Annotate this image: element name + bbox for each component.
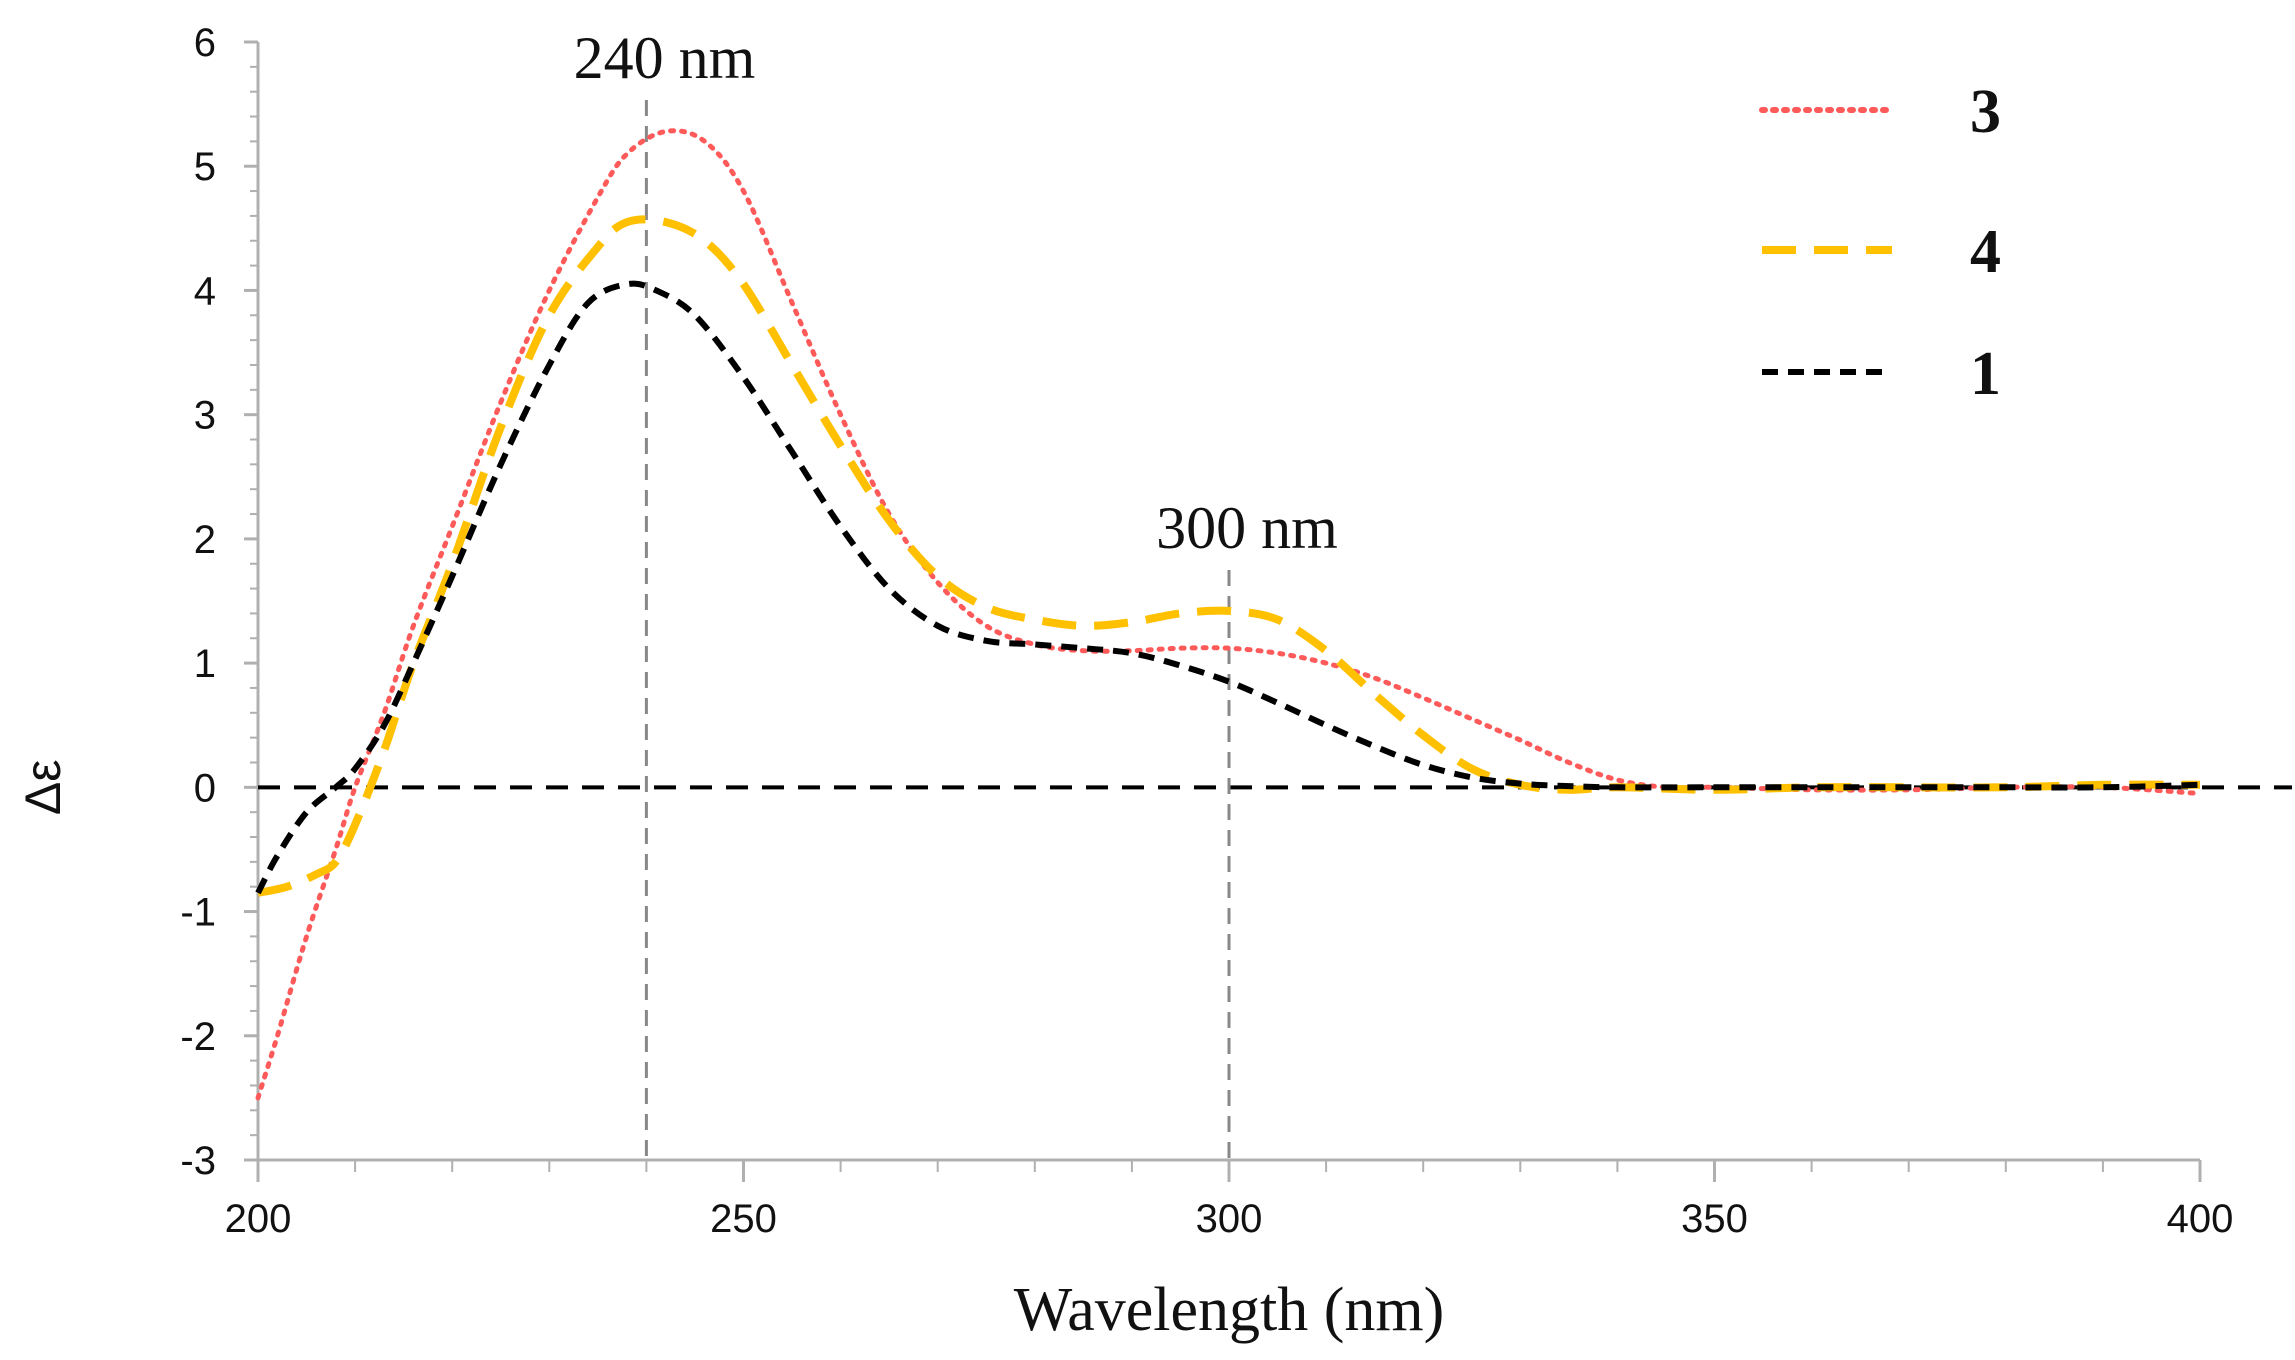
y-tick-label: 2: [194, 518, 216, 562]
legend-label-4: 4: [1970, 218, 2001, 286]
series-group: [255, 128, 2203, 1101]
x-tick-label: 200: [225, 1197, 292, 1241]
y-tick-label: 4: [194, 269, 216, 313]
x-tick-label: 300: [1196, 1197, 1263, 1241]
y-tick-label: 3: [194, 394, 216, 438]
axes: [244, 40, 2202, 1182]
y-tick-label: 5: [194, 145, 216, 189]
series-line-1: [255, 280, 2201, 895]
annotation-label: 300 nm: [1156, 495, 1338, 561]
y-tick-label: -1: [180, 891, 216, 935]
y-tick-label: -3: [180, 1139, 216, 1183]
y-tick-label: 6: [194, 21, 216, 65]
x-axis-title: Wavelength (nm): [1014, 1276, 1445, 1344]
annotation-label: 240 nm: [574, 25, 756, 91]
y-axis-title: Δε: [15, 759, 71, 815]
y-tick-label: 1: [194, 642, 216, 686]
x-tick-label: 400: [2167, 1197, 2234, 1241]
legend-label-1: 1: [1970, 340, 2001, 408]
series-line-3: [255, 128, 2203, 1101]
y-tick-label: 0: [194, 766, 216, 810]
legend: 3 4 1: [1759, 78, 2001, 408]
x-tick-label: 350: [1681, 1197, 1748, 1241]
y-tick-label: -2: [180, 1015, 216, 1059]
legend-label-3: 3: [1970, 78, 2001, 146]
x-tick-label: 250: [710, 1197, 777, 1241]
series-line-4: [257, 215, 2201, 897]
